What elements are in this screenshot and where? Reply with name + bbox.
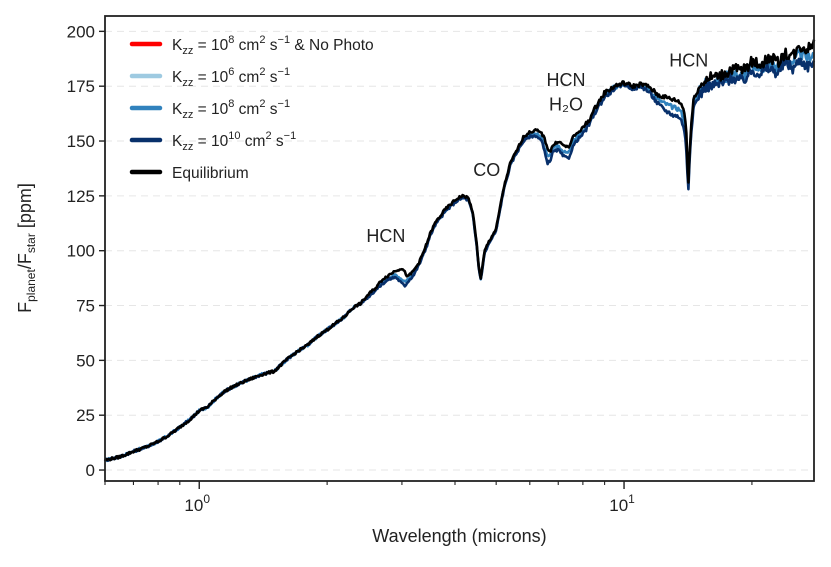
legend-label: Kzz = 108 cm2 s−1 bbox=[172, 98, 290, 121]
y-tick-label: 0 bbox=[86, 461, 95, 480]
legend-label: Kzz = 108 cm2 s−1 & No Photo bbox=[172, 34, 374, 57]
y-tick-label: 175 bbox=[67, 77, 95, 96]
y-axis-label: Fplanet/Fstar [ppm] bbox=[15, 183, 38, 313]
legend-item-k8: Kzz = 108 cm2 s−1 bbox=[129, 98, 290, 121]
series-line bbox=[103, 39, 816, 462]
x-axis-label: Wavelength (microns) bbox=[372, 526, 546, 546]
y-tick-label: 200 bbox=[67, 22, 95, 41]
x-tick-label: 101 bbox=[609, 492, 635, 515]
tick-layer: 0 25 50 75 100 125 150 175 200 100 101 bbox=[67, 22, 753, 515]
annotation-label: H₂O bbox=[549, 94, 583, 114]
legend-item-k10: Kzz = 1010 cm2 s−1 bbox=[129, 130, 296, 153]
legend-item-k6: Kzz = 106 cm2 s−1 bbox=[129, 66, 290, 89]
legend-item-nophoto: Kzz = 108 cm2 s−1 & No Photo bbox=[129, 34, 374, 57]
plot-frame bbox=[104, 15, 815, 482]
y-tick-label: 50 bbox=[76, 351, 95, 370]
y-tick-label: 100 bbox=[67, 242, 95, 261]
annotation-label: CO bbox=[473, 160, 500, 180]
legend-item-eq: Equilibrium bbox=[129, 165, 249, 182]
legend: Kzz = 108 cm2 s−1 & No Photo Kzz = 106 cm… bbox=[129, 34, 374, 182]
y-tick-label: 150 bbox=[67, 132, 95, 151]
legend-label: Kzz = 106 cm2 s−1 bbox=[172, 66, 290, 89]
x-tick-label: 100 bbox=[184, 492, 210, 515]
annotation-label: HCN bbox=[366, 226, 405, 246]
annotation-label: HCN bbox=[546, 70, 585, 90]
annotation-layer: HCN CO HCN H₂O HCN bbox=[366, 50, 708, 245]
y-tick-label: 125 bbox=[67, 187, 95, 206]
y-tick-label: 25 bbox=[76, 406, 95, 425]
grid-layer bbox=[105, 30, 814, 471]
legend-label: Kzz = 1010 cm2 s−1 bbox=[172, 130, 296, 153]
annotation-label: HCN bbox=[669, 50, 708, 70]
legend-label: Equilibrium bbox=[172, 165, 249, 182]
y-tick-label: 75 bbox=[76, 297, 95, 316]
series-layer bbox=[103, 39, 816, 463]
